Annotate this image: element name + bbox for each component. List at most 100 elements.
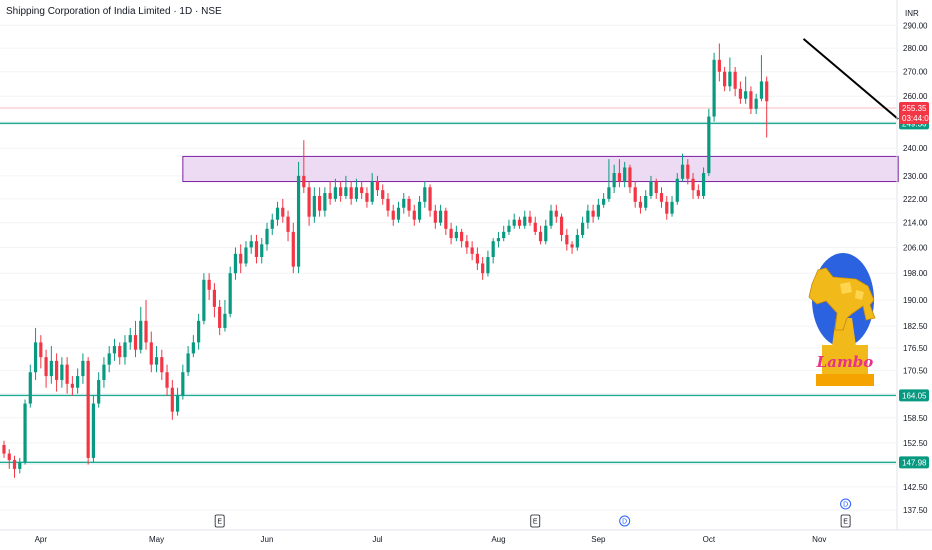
candle-body [675, 178, 679, 202]
candle-body [575, 234, 579, 248]
candle-body [470, 247, 474, 254]
candle-body [507, 225, 511, 232]
candle-body [191, 342, 195, 354]
candle-body [286, 216, 290, 232]
candle-body [212, 289, 216, 307]
candle-body [728, 71, 732, 87]
candle-body [91, 403, 96, 458]
candle-body [60, 364, 64, 380]
candle-body [28, 372, 32, 404]
candle-body [154, 357, 159, 365]
candle-body [328, 193, 332, 199]
candle-body [754, 98, 758, 109]
logo-text: Lambo [816, 353, 874, 371]
candle-body [759, 81, 764, 99]
trendline[interactable] [802, 38, 899, 120]
candle-body [496, 238, 501, 242]
candle-body [723, 71, 727, 87]
y-tick-label: 152.50 [903, 439, 928, 448]
candle-body [291, 231, 295, 267]
logo-trophy-base [822, 345, 868, 375]
candle-body [644, 195, 648, 208]
candle-body [407, 198, 411, 211]
candle-body [686, 164, 690, 179]
candle-body [65, 364, 69, 384]
y-tick-label: 137.50 [903, 506, 928, 515]
x-tick-label: Nov [812, 535, 826, 544]
trendline-group[interactable] [802, 38, 899, 120]
candle-body [649, 181, 653, 196]
candles [2, 43, 769, 478]
candle-body [680, 164, 685, 179]
candle-body [18, 462, 22, 469]
y-tick-label: 198.00 [903, 269, 928, 278]
candle-body [665, 201, 669, 214]
candle-body [433, 210, 437, 223]
candle-body [523, 216, 527, 226]
earnings-marker[interactable] [840, 514, 851, 528]
candle-body [186, 353, 190, 373]
candle-body [7, 453, 11, 461]
candle-body [97, 379, 101, 404]
earnings-marker[interactable] [530, 514, 541, 528]
earnings-marker-label: E [843, 519, 848, 526]
y-tick-label: 142.50 [903, 483, 928, 492]
logo-cow-figure [808, 267, 876, 331]
candle-body [659, 193, 664, 202]
earnings-marker[interactable] [214, 514, 225, 528]
candle-body [612, 173, 616, 188]
x-tick-label: May [149, 535, 164, 544]
x-tick-label: Sep [591, 535, 606, 544]
candle-body [175, 395, 180, 412]
candle-body [354, 187, 359, 199]
candle-body [591, 210, 595, 217]
y-tick-label: 260.00 [903, 92, 928, 101]
dividend-marker[interactable] [619, 515, 631, 527]
candle-body [691, 178, 695, 191]
candle-body [381, 190, 385, 199]
candle-body [565, 234, 569, 245]
candle-body [112, 346, 117, 354]
candle-body [538, 231, 543, 242]
candle-body [333, 187, 337, 199]
y-tick-label: 270.00 [903, 68, 928, 77]
candle-body [170, 387, 174, 412]
candle-body [549, 210, 553, 226]
zone-rect[interactable] [182, 155, 899, 183]
candle-body [33, 342, 38, 373]
candle-body [423, 187, 427, 202]
price-axis[interactable]: 137.50142.50147.50152.50158.50164.50170.… [903, 21, 928, 515]
level-price-badge [899, 389, 929, 402]
candle-body [55, 360, 59, 380]
candle-body [749, 91, 753, 109]
y-tick-label: 222.00 [903, 195, 928, 204]
candle-body [70, 383, 74, 388]
y-tick-label: 176.50 [903, 344, 928, 353]
x-tick-label: Jul [372, 535, 382, 544]
candle-body [44, 357, 48, 377]
candle-body [396, 207, 401, 220]
candle-body [717, 59, 721, 72]
dividend-marker-label: D [843, 502, 848, 509]
candle-body [233, 253, 238, 274]
candle-body [365, 193, 369, 202]
candle-body [339, 187, 343, 196]
candle-body [360, 187, 364, 194]
candle-body [128, 335, 132, 343]
candle-body [228, 273, 232, 314]
candle-body [481, 263, 485, 274]
candle-body [12, 460, 17, 469]
candle-body [349, 187, 353, 199]
resistance-zone[interactable] [182, 155, 899, 183]
candle-body [617, 173, 622, 182]
candle-body [265, 228, 269, 245]
dividend-marker[interactable] [840, 498, 852, 510]
candle-body [260, 244, 264, 258]
last-price-label: 255.35 [902, 104, 927, 113]
candle-body [281, 207, 285, 217]
candle-body [475, 253, 479, 264]
candle-body [165, 372, 169, 388]
